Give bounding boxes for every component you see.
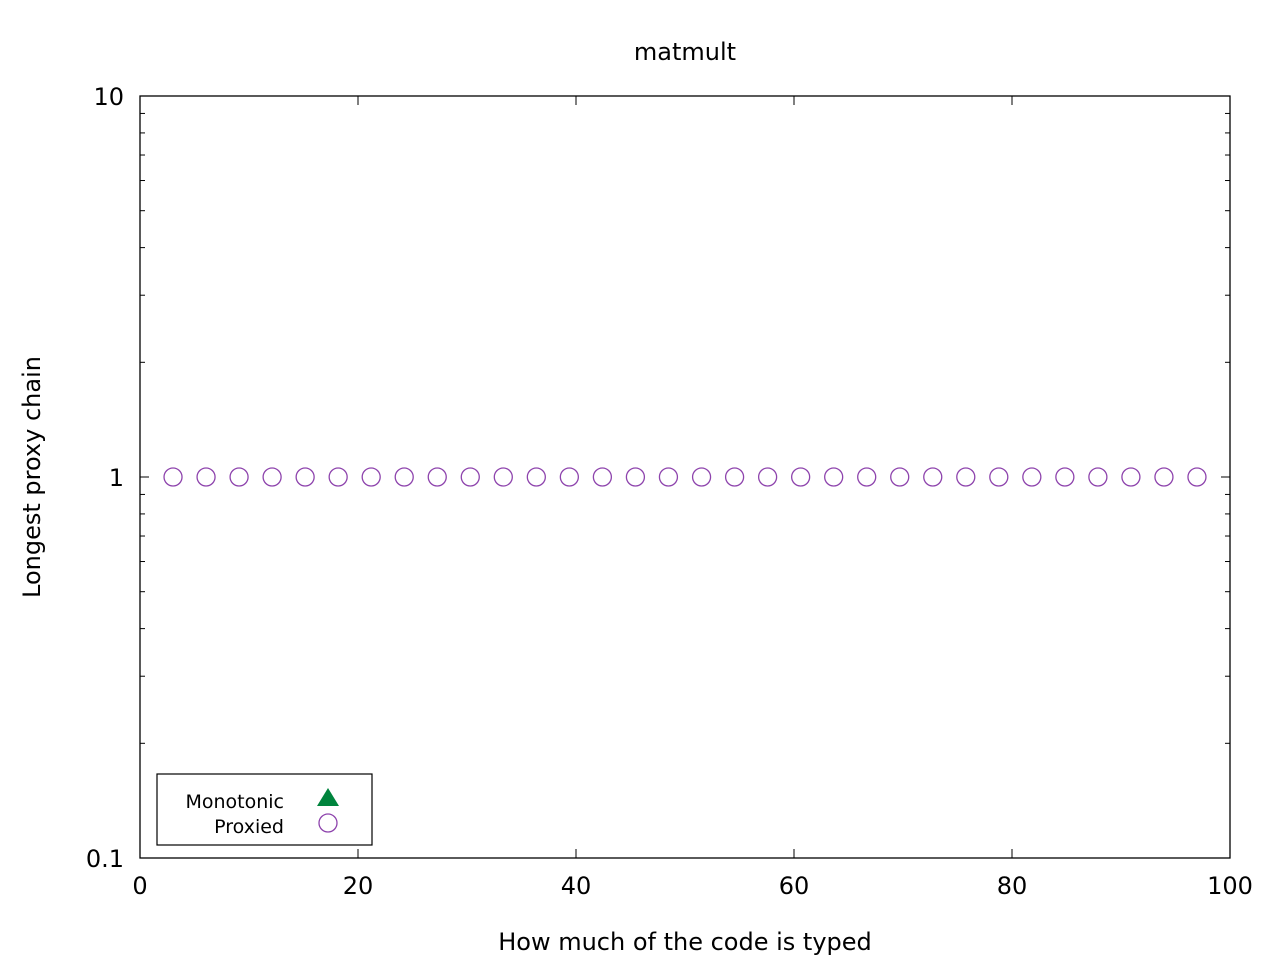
plot-area-frame [139,95,1231,859]
data-point-proxied [262,467,282,487]
x-axis-label: How much of the code is typed [498,928,872,956]
data-point-proxied [1187,467,1207,487]
data-point-proxied [1022,467,1042,487]
data-point-proxied [526,467,546,487]
y-tick-label: 1 [109,464,124,492]
data-point-proxied [790,467,811,487]
legend: Monotonic Proxied [156,773,373,846]
data-point-proxied [361,467,381,487]
data-point-proxied [328,467,348,487]
data-point-proxied [724,467,745,487]
data-point-proxied [658,467,679,487]
data-point-proxied [1088,467,1108,487]
axis-ticks: 0 20 40 60 80 100 0.1 1 10 [86,83,1253,900]
legend-label-proxied: Proxied [214,816,284,838]
legend-label-monotonic: Monotonic [185,791,284,813]
data-point-proxied [824,467,844,487]
y-tick-label: 10 [93,83,124,111]
data-point-proxied [163,467,183,487]
legend-box [156,773,373,846]
x-tick-label: 0 [132,872,147,900]
legend-marker-monotonic [317,788,339,806]
x-tick-label: 40 [561,872,592,900]
x-tick-label: 80 [997,872,1028,900]
x-tick-label: 20 [343,872,374,900]
data-point-proxied [956,467,976,487]
data-point-proxied [691,467,712,487]
y-axis-label: Longest proxy chain [18,356,46,598]
data-point-proxied [460,467,480,487]
data-point-proxied [757,467,778,487]
data-point-proxied [229,467,249,487]
data-point-proxied [1121,467,1141,487]
data-point-proxied [1055,467,1075,487]
legend-marker-proxied [318,813,338,833]
data-point-proxied [295,467,315,487]
x-tick-label: 100 [1207,872,1253,900]
data-point-proxied [989,467,1009,487]
data-point-proxied [394,467,414,487]
data-point-proxied [592,467,613,487]
data-point-proxied [923,467,943,487]
data-point-proxied [427,467,447,487]
data-point-proxied [857,467,877,487]
y-tick-label: 0.1 [86,845,124,873]
data-points [163,467,1207,487]
data-point-proxied [1154,467,1174,487]
chart-title: matmult [634,38,736,66]
data-point-proxied [493,467,513,487]
data-point-proxied [890,467,910,487]
data-point-proxied [196,467,216,487]
x-tick-label: 60 [779,872,810,900]
data-point-proxied [559,467,580,487]
data-point-proxied [625,467,646,487]
